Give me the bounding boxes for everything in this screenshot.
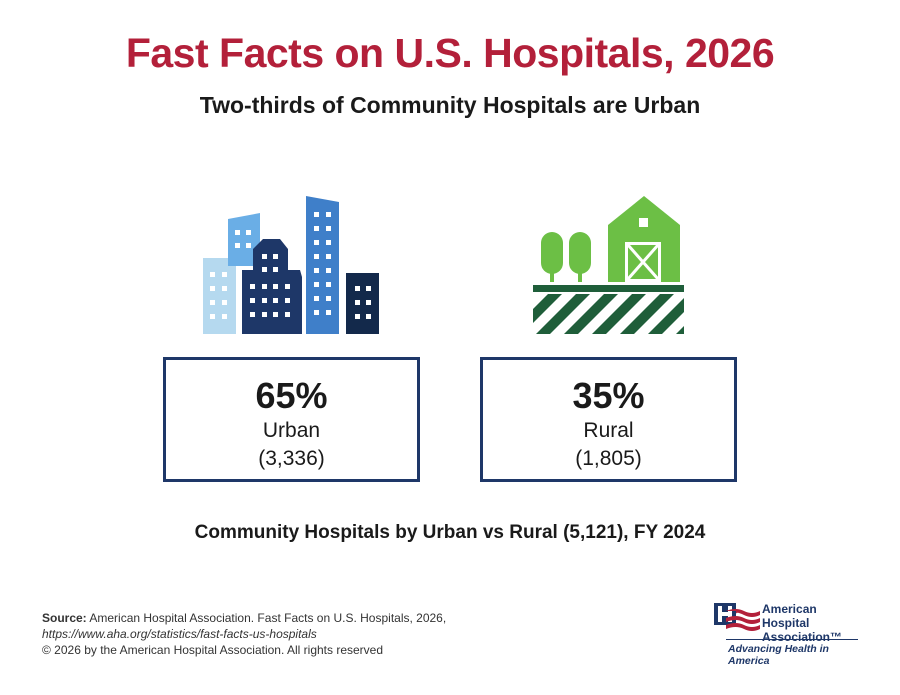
source-url[interactable]: https://www.aha.org/statistics/fast-fact…	[42, 627, 317, 641]
chart-caption: Community Hospitals by Urban vs Rural (5…	[194, 522, 706, 543]
source-label: Source:	[42, 611, 87, 625]
aha-tagline: Advancing Health in America	[728, 643, 829, 667]
barn-farm-icon	[533, 196, 684, 334]
aha-logo: American Hospital Association™ Advancing…	[712, 602, 862, 667]
rural-count: (1,805)	[575, 447, 642, 470]
urban-percent: 65%	[255, 375, 328, 416]
aha-logo-name: American Hospital Association™	[762, 602, 843, 644]
copyright-text: © 2026 by the American Hospital Associat…	[42, 643, 384, 657]
page-title: Fast Facts on U.S. Hospitals, 2026	[125, 30, 775, 76]
rural-label: Rural	[583, 419, 634, 442]
page-subtitle: Two-thirds of Community Hospitals are Ur…	[199, 92, 701, 118]
urban-stat-box: 65% Urban (3,336)	[163, 357, 420, 482]
logo-divider	[726, 639, 858, 640]
urban-count: (3,336)	[258, 447, 325, 470]
rural-percent: 35%	[572, 375, 645, 416]
aha-logo-mark-icon	[714, 603, 760, 631]
source-note: Source: American Hospital Association. F…	[42, 610, 446, 658]
source-text: American Hospital Association. Fast Fact…	[89, 611, 447, 625]
rural-stat-box: 35% Rural (1,805)	[480, 357, 737, 482]
urban-label: Urban	[262, 419, 321, 442]
city-buildings-icon	[203, 196, 379, 334]
